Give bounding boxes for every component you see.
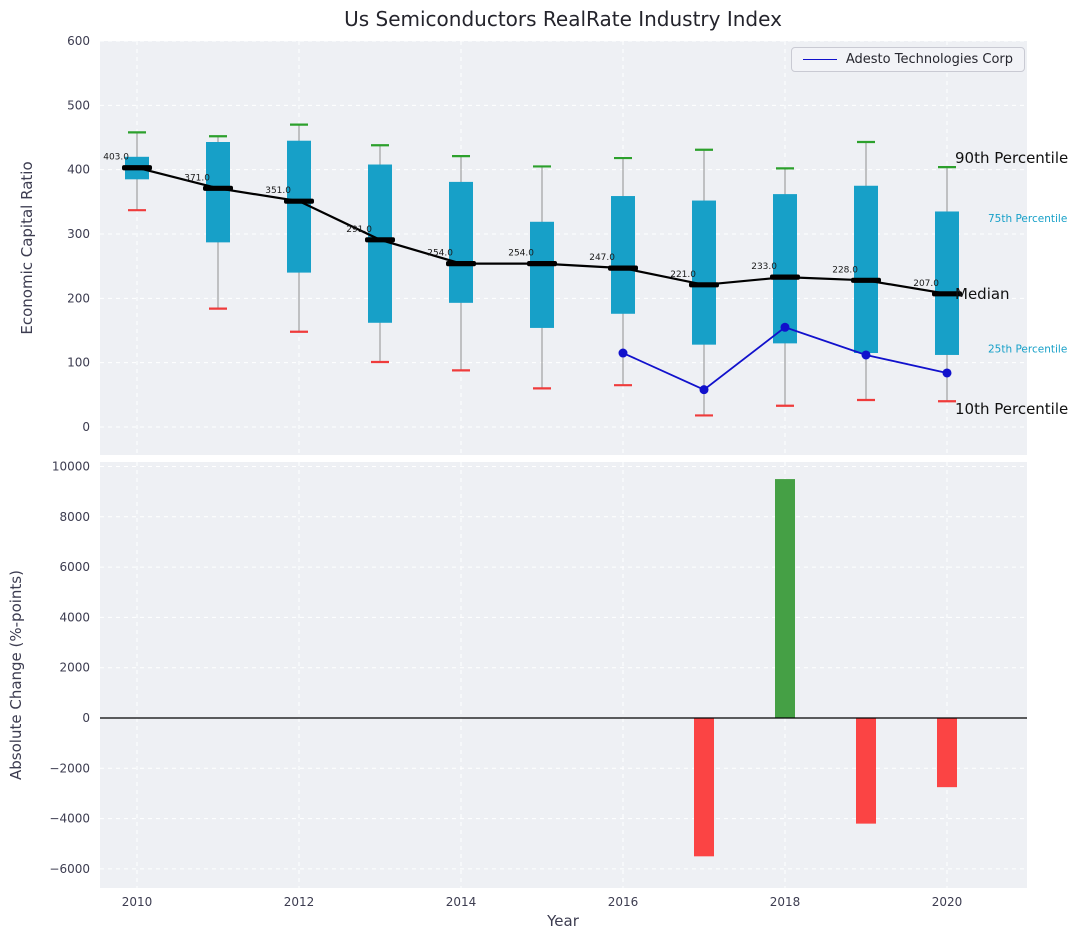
legend-line-swatch (802, 59, 837, 60)
median-marker-2010 (122, 165, 152, 171)
boxplot-2017 (692, 148, 716, 417)
iqr-box (935, 211, 959, 355)
company-point-2018 (780, 322, 790, 332)
change-bar-2020 (937, 718, 957, 788)
ytick-bottom: 6000 (59, 560, 90, 574)
ytick-top: 0 (82, 420, 90, 434)
median-marker-2019 (851, 277, 881, 283)
legend: Adesto Technologies Corp (790, 47, 1025, 72)
annotation-25th-percentile: 25th Percentile (988, 344, 1067, 356)
annotation-90th-percentile: 90th Percentile (955, 149, 1068, 167)
ytick-bottom: 10000 (52, 460, 90, 474)
iqr-box (368, 164, 392, 323)
median-marker-2020 (932, 291, 962, 297)
median-value-label-2013: 291.0 (346, 225, 372, 235)
median-value-label-2011: 371.0 (184, 173, 210, 183)
annotation-median: Median (955, 285, 1010, 303)
median-marker-2018 (770, 274, 800, 280)
company-point-2016 (618, 348, 628, 358)
top-panel-bg (100, 41, 1027, 455)
company-point-2017 (699, 385, 709, 395)
ylabel-economic-capital-ratio: Economic Capital Ratio (18, 161, 36, 335)
median-marker-2011 (203, 185, 233, 191)
median-value-label-2020: 207.0 (913, 279, 939, 289)
ytick-bottom: −2000 (49, 761, 90, 775)
tick-labels: 0 100 200 300 400 500 600 −6000 −4000 −2000 0 2000 4… (49, 34, 962, 909)
xtick-year: 2016 (608, 895, 639, 909)
ylabel-absolute-change: Absolute Change (%-points) (7, 570, 25, 780)
median-value-label-2012: 351.0 (265, 186, 291, 196)
bottom-panel-bg (100, 462, 1027, 888)
median-value-label-2019: 228.0 (832, 265, 858, 275)
change-bar-2019 (856, 718, 876, 824)
iqr-box (449, 181, 473, 303)
ytick-bottom: 0 (82, 711, 90, 725)
xtick-year: 2020 (932, 895, 963, 909)
change-bar-2017 (694, 718, 714, 857)
ytick-top: 100 (67, 356, 90, 370)
boxplot-2020 (935, 165, 959, 403)
company-point-2019 (861, 350, 871, 360)
median-marker-2013 (365, 237, 395, 243)
iqr-box (692, 200, 716, 345)
ytick-bottom: 2000 (59, 661, 90, 675)
median-value-label-2015: 254.0 (508, 249, 534, 259)
boxplot-2016 (611, 156, 635, 387)
median-value-label-2017: 221.0 (670, 270, 696, 280)
median-value-label-2016: 247.0 (589, 253, 615, 263)
ytick-top: 200 (67, 291, 90, 305)
boxplot-2011 (206, 135, 230, 310)
xlabel-year: Year (547, 912, 579, 930)
ytick-bottom: 8000 (59, 510, 90, 524)
iqr-box (611, 196, 635, 314)
iqr-box (206, 142, 230, 243)
ytick-bottom: −6000 (49, 862, 90, 876)
median-value-label-2018: 233.0 (751, 262, 777, 272)
ytick-top: 400 (67, 163, 90, 177)
annotation-75th-percentile: 75th Percentile (988, 213, 1067, 225)
median-value-label-2010: 403.0 (103, 153, 129, 163)
company-point-2020 (942, 368, 952, 378)
ytick-top: 500 (67, 98, 90, 112)
ytick-bottom: −4000 (49, 812, 90, 826)
boxplot-2014 (449, 155, 473, 372)
ytick-top: 600 (67, 34, 90, 48)
boxplot-2015 (530, 165, 554, 390)
ytick-top: 300 (67, 227, 90, 241)
change-bar-2018 (775, 479, 795, 718)
legend-label: Adesto Technologies Corp (845, 52, 1013, 67)
iqr-box (773, 194, 797, 344)
boxplot-2018 (773, 167, 797, 407)
annotation-10th-percentile: 10th Percentile (955, 400, 1068, 418)
median-marker-2015 (527, 260, 557, 267)
xtick-year: 2014 (446, 895, 477, 909)
xtick-year: 2012 (284, 895, 315, 909)
ytick-bottom: 4000 (59, 610, 90, 624)
xtick-year: 2010 (122, 895, 153, 909)
median-marker-2017 (689, 282, 719, 288)
iqr-box (287, 140, 311, 273)
median-marker-2014 (446, 260, 476, 267)
median-marker-2012 (284, 198, 314, 204)
iqr-box (530, 221, 554, 328)
xtick-year: 2018 (770, 895, 801, 909)
iqr-box (854, 185, 878, 354)
median-marker-2016 (608, 265, 638, 271)
page-title: Us Semiconductors RealRate Industry Inde… (344, 7, 782, 31)
boxplot-2013 (368, 144, 392, 364)
boxplot-2012 (287, 123, 311, 333)
median-value-label-2014: 254.0 (427, 249, 453, 259)
